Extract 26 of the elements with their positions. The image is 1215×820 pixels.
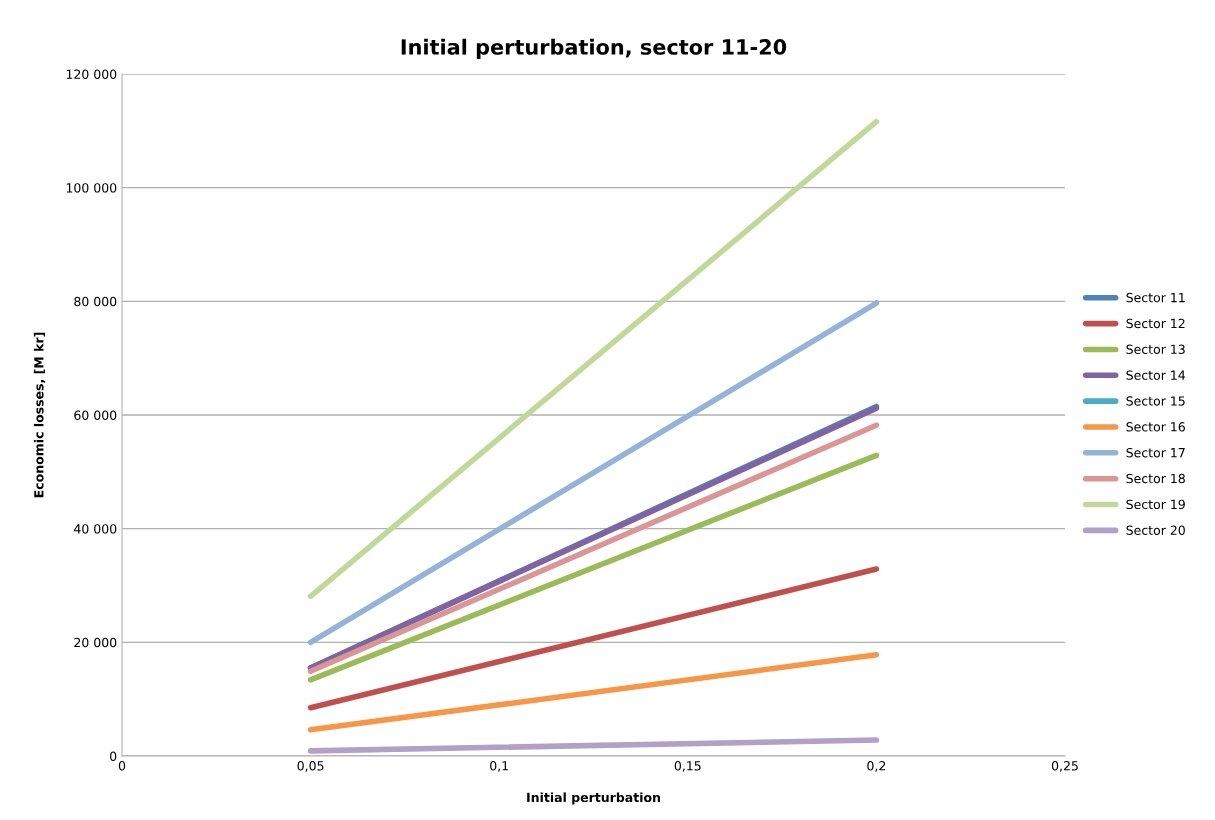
y-axis-title: Economic losses, [M kr]: [33, 332, 46, 498]
legend-label: Sector 14: [1126, 370, 1186, 380]
legend-label: Sector 12: [1126, 318, 1185, 329]
y-tick-label: 40 000: [74, 524, 117, 534]
legend-label: Sector 18: [1126, 473, 1185, 484]
legend-label: Sector 19: [1126, 499, 1185, 510]
legend-label: Sector 15: [1126, 396, 1185, 406]
chart-title: Initial perturbation, sector 11-20: [401, 38, 787, 59]
x-tick-label: 0,05: [297, 761, 324, 772]
x-axis-title: Initial perturbation: [527, 792, 660, 805]
legend-label: Sector 17: [1126, 447, 1185, 458]
y-tick-label: 60 000: [74, 410, 117, 420]
y-tick-label: 120 000: [66, 69, 117, 79]
x-tick-label: 0,25: [1051, 761, 1078, 772]
x-tick-label: 0,15: [674, 761, 701, 772]
legend-label: Sector 13: [1126, 344, 1185, 355]
x-tick-label: 0,1: [490, 761, 508, 772]
legend-label: Sector 20: [1126, 525, 1185, 535]
x-tick-label: 0: [118, 761, 126, 771]
y-tick-label: 0: [110, 751, 117, 761]
legend-label: Sector 16: [1126, 422, 1185, 432]
y-tick-label: 100 000: [66, 183, 117, 193]
legend-label: Sector 11: [1126, 292, 1185, 303]
y-tick-label: 20 000: [74, 637, 117, 648]
x-tick-label: 0,2: [867, 761, 886, 772]
y-tick-label: 80 000: [74, 296, 117, 307]
